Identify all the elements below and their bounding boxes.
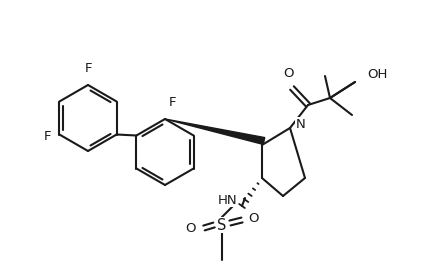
Text: O: O <box>248 212 259 225</box>
Text: F: F <box>169 96 177 109</box>
Text: O: O <box>284 67 294 80</box>
Text: OH: OH <box>367 68 388 81</box>
Text: N: N <box>296 118 306 130</box>
Text: S: S <box>218 217 227 232</box>
Text: F: F <box>44 130 51 143</box>
Polygon shape <box>165 119 265 144</box>
Text: HN: HN <box>218 193 237 207</box>
Text: F: F <box>84 62 92 75</box>
Text: O: O <box>186 222 196 235</box>
